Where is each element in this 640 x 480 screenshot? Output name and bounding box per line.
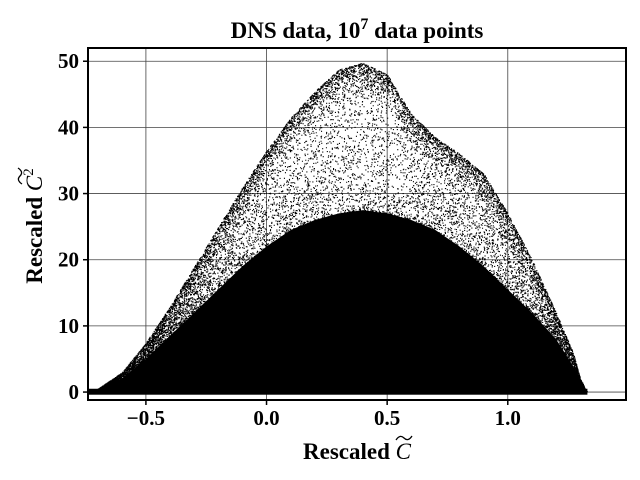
y-axis-tilde: [17, 167, 23, 185]
x-tick-label: 0.5: [374, 406, 400, 430]
scatter-baseline-band: [88, 388, 588, 395]
y-tick-label: 30: [58, 182, 79, 206]
chart-title: DNS data, 107 data points: [231, 16, 484, 43]
x-tick-label: 0.0: [253, 406, 279, 430]
scatter-dense-core: [88, 210, 588, 393]
y-axis-superscript: 2: [21, 168, 37, 176]
y-tick-label: 20: [58, 248, 79, 272]
x-tick-label: 1.0: [495, 406, 521, 430]
x-axis-tilde: [395, 435, 413, 441]
y-axis-symbol: C: [22, 175, 47, 191]
y-tick-label: 0: [69, 380, 80, 404]
scatter-points: [88, 63, 588, 395]
plot-frame: [87, 47, 627, 401]
x-axis-symbol: C: [396, 439, 412, 464]
y-axis-label-group: Rescaled C2: [17, 167, 47, 284]
y-tick-label: 50: [58, 49, 79, 73]
y-tick-label: 40: [58, 115, 79, 139]
y-tick-label: 10: [58, 314, 79, 338]
y-axis-label: Rescaled C2: [21, 168, 47, 283]
x-tick-label: −0.5: [127, 406, 165, 430]
x-axis-label: Rescaled C: [303, 439, 412, 464]
scatter-sparse-points: [88, 63, 588, 394]
axis-ticks: −0.5 0.0 0.5 1.0 0 10 20 30 40 50: [58, 49, 521, 430]
